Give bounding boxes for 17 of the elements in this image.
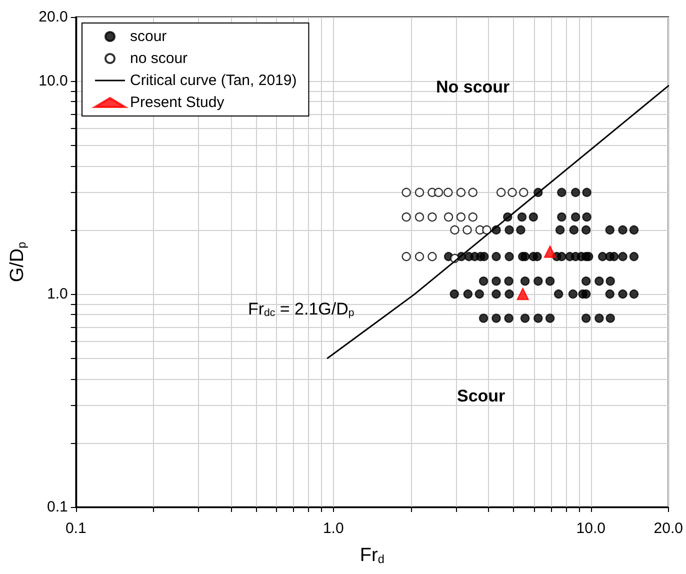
y-tick-label: 0.1 — [47, 498, 68, 516]
y-tick-label: 10.0 — [38, 72, 68, 90]
x-tick-label: 1.0 — [322, 520, 344, 537]
y-axis-title: G/Dp — [7, 241, 28, 282]
legend-label: Critical curve (Tan, 2019) — [130, 72, 297, 89]
legend-label: no scour — [130, 50, 188, 67]
legend-label: scour — [130, 28, 167, 45]
x-tick-label: 20.0 — [654, 520, 684, 537]
y-tick-label: 1.0 — [47, 286, 68, 303]
x-tick-label: 10.0 — [576, 520, 606, 537]
legend-label: Present Study — [130, 94, 225, 111]
y-tick-label: 20.0 — [38, 8, 68, 26]
annotation: Scour — [457, 386, 506, 406]
annotation: Frdc = 2.1G/Dp — [248, 300, 354, 319]
x-tick-label: 0.1 — [65, 520, 86, 537]
annotation: No scour — [436, 78, 510, 96]
x-axis-title: Frd — [360, 544, 384, 566]
